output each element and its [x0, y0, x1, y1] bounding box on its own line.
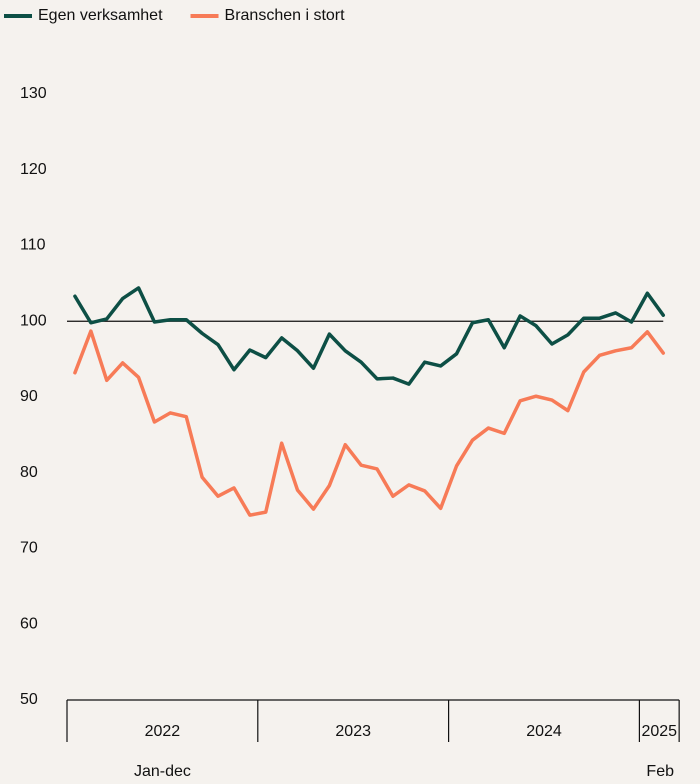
series-line [73, 329, 665, 517]
y-tick-label: 70 [20, 540, 38, 557]
y-tick-label: 100 [20, 312, 47, 329]
y-tick-label: 120 [20, 161, 47, 178]
legend-label: Branschen i stort [225, 7, 346, 24]
legend-label: Egen verksamhet [38, 7, 163, 24]
y-tick-label: 60 [20, 615, 38, 632]
x-group-label: 2024 [526, 723, 562, 740]
x-group-label: 2022 [145, 723, 181, 740]
x-group-label: 2025 [641, 723, 677, 740]
y-tick-label: 50 [20, 691, 38, 708]
x-group-label: 2023 [335, 723, 371, 740]
series-line [73, 286, 665, 386]
x-group-sublabel: Jan-dec [134, 763, 191, 780]
y-tick-label: 130 [20, 85, 47, 102]
y-tick-label: 80 [20, 464, 38, 481]
x-group-sublabel: Feb [646, 763, 674, 780]
y-tick-label: 110 [20, 237, 46, 254]
y-tick-label: 90 [20, 388, 38, 405]
